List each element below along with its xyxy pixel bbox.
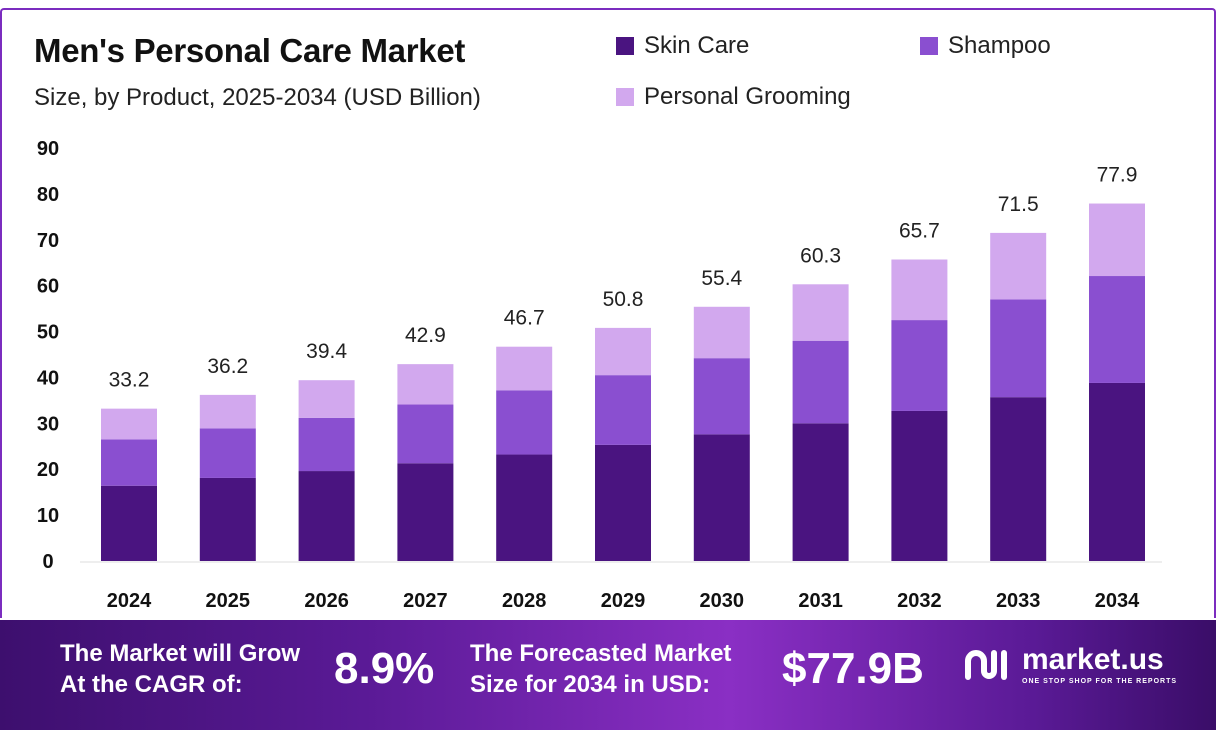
x-tick-label: 2032 <box>897 590 942 612</box>
bar-segment-skin-care <box>1089 382 1145 561</box>
bar-total-label: 71.5 <box>998 193 1039 216</box>
bar-segment-shampoo <box>693 358 750 435</box>
x-tick-label: 2034 <box>1095 590 1140 612</box>
legend-label-personal-grooming: Personal Grooming <box>644 83 851 110</box>
y-tick-label: 30 <box>37 413 59 435</box>
bar-segment-personal-grooming <box>792 284 849 341</box>
bar-segment-shampoo <box>496 390 553 455</box>
y-tick-label: 80 <box>37 184 59 206</box>
bar-segment-skin-care <box>298 471 355 561</box>
bar-total-label: 46.7 <box>504 307 545 330</box>
bar-total-label: 65.7 <box>899 220 940 243</box>
bar-segment-shampoo <box>891 320 948 411</box>
legend-label-skin-care: Skin Care <box>644 32 750 59</box>
bar-total-label: 55.4 <box>701 267 742 290</box>
bar-total-label: 60.3 <box>800 244 841 267</box>
x-tick-label: 2024 <box>107 590 152 612</box>
x-tick-label: 2029 <box>601 590 646 612</box>
y-tick-label: 70 <box>37 230 59 252</box>
cagr-label-line1: The Market will Grow <box>60 640 301 667</box>
bar-total-label: 36.2 <box>207 355 248 378</box>
forecast-label: The Forecasted Market Size for 2034 in U… <box>470 638 731 700</box>
bar-segment-personal-grooming <box>101 408 157 440</box>
bar-segment-shampoo <box>595 375 651 445</box>
bar-segment-skin-care <box>397 463 454 561</box>
bar-total-label: 50.8 <box>603 288 644 311</box>
bar-segment-shampoo <box>990 299 1047 398</box>
summary-banner: The Market will Grow At the CAGR of: 8.9… <box>0 620 1216 730</box>
bar-segment-shampoo <box>298 417 355 472</box>
legend-swatch-shampoo <box>920 37 938 55</box>
bar-segment-shampoo <box>397 404 454 464</box>
legend-label-shampoo: Shampoo <box>948 32 1051 59</box>
logo-name: market.us <box>1022 643 1164 676</box>
y-tick-label: 10 <box>37 505 59 527</box>
chart-frame <box>0 8 1216 618</box>
bar-segment-personal-grooming <box>693 306 750 359</box>
x-tick-label: 2033 <box>996 590 1041 612</box>
bar-segment-skin-care <box>891 410 948 561</box>
bar-segment-shampoo <box>199 428 256 478</box>
bar-segment-personal-grooming <box>199 394 256 429</box>
market-us-logo-icon <box>965 649 1007 680</box>
y-tick-label: 20 <box>37 459 59 481</box>
forecast-label-line2: Size for 2034 in USD: <box>470 671 711 698</box>
legend-item-skin-care: Skin Care <box>616 32 749 60</box>
bar-segment-personal-grooming <box>990 232 1047 300</box>
bar-total-label: 42.9 <box>405 324 446 347</box>
bar-segment-personal-grooming <box>496 346 553 391</box>
x-tick-label: 2031 <box>798 590 843 612</box>
market-us-logo: market.us ONE STOP SHOP FOR THE REPORTS <box>964 644 1177 685</box>
legend-swatch-skin-care <box>616 37 634 55</box>
bar-segment-skin-care <box>199 477 256 561</box>
forecast-label-line1: The Forecasted Market <box>470 640 732 667</box>
bar-segment-skin-care <box>101 485 157 561</box>
bar-segment-personal-grooming <box>298 380 355 418</box>
bar-segment-skin-care <box>693 434 750 561</box>
bar-segment-shampoo <box>792 340 849 424</box>
bar-segment-skin-care <box>496 454 553 561</box>
logo-tagline: ONE STOP SHOP FOR THE REPORTS <box>1022 678 1178 685</box>
x-tick-label: 2028 <box>502 590 547 612</box>
x-tick-label: 2025 <box>206 590 251 612</box>
y-tick-label: 50 <box>37 322 59 344</box>
bar-segment-personal-grooming <box>397 364 454 405</box>
cagr-value: 8.9% <box>334 644 435 693</box>
forecast-value: $77.9B <box>782 644 924 693</box>
legend-item-shampoo: Shampoo <box>920 32 1051 60</box>
x-tick-label: 2030 <box>700 590 745 612</box>
y-tick-label: 40 <box>37 367 59 389</box>
bar-segment-personal-grooming <box>595 327 651 376</box>
bar-total-label: 39.4 <box>306 340 347 363</box>
cagr-label: The Market will Grow At the CAGR of: <box>60 638 300 700</box>
chart-title: Men's Personal Care Market <box>34 32 466 69</box>
y-tick-label: 60 <box>37 276 59 298</box>
chart-subtitle: Size, by Product, 2025-2034 (USD Billion… <box>34 84 481 111</box>
cagr-label-line2: At the CAGR of: <box>60 671 243 698</box>
legend-item-personal-grooming: Personal Grooming <box>616 83 851 111</box>
legend-swatch-personal-grooming <box>616 88 634 106</box>
stacked-bar-chart: 010203040506070809033.2202436.2202539.42… <box>37 138 1162 612</box>
bar-total-label: 33.2 <box>109 369 150 392</box>
bar-segment-shampoo <box>101 439 157 486</box>
y-tick-label: 0 <box>42 551 53 573</box>
bar-total-label: 77.9 <box>1097 164 1138 187</box>
bar-segment-skin-care <box>792 423 849 561</box>
x-tick-label: 2026 <box>304 590 349 612</box>
bar-segment-personal-grooming <box>891 259 948 321</box>
bar-segment-skin-care <box>990 397 1047 561</box>
logo-text: market.us ONE STOP SHOP FOR THE REPORTS <box>1022 643 1178 686</box>
bar-segment-shampoo <box>1089 276 1145 383</box>
bar-segment-personal-grooming <box>1089 203 1145 277</box>
x-tick-label: 2027 <box>403 590 448 612</box>
bar-segment-skin-care <box>595 444 651 561</box>
y-tick-label: 90 <box>37 138 59 160</box>
